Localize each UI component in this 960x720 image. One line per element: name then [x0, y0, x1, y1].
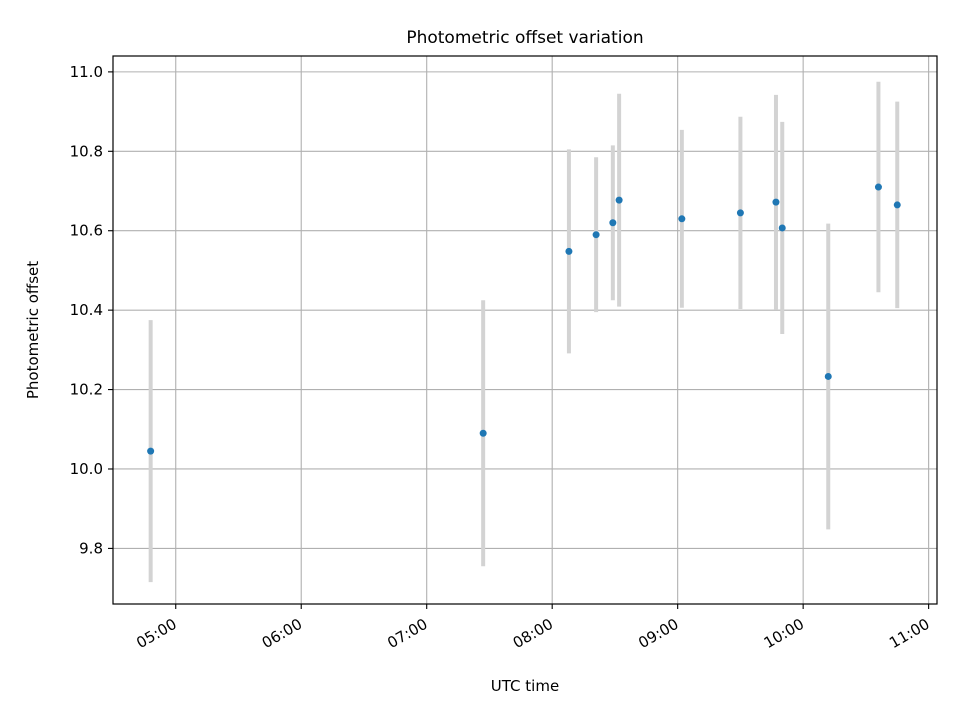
data-point [678, 215, 686, 223]
data-point [772, 198, 780, 206]
y-tick-label: 10.8 [70, 142, 103, 160]
y-tick-label: 11.0 [70, 63, 103, 81]
data-point [592, 231, 600, 239]
data-point [824, 372, 832, 380]
grid [113, 56, 937, 604]
data-point [479, 429, 487, 437]
data-point [893, 201, 901, 209]
y-tick-label: 10.2 [70, 381, 103, 399]
x-axis-label: UTC time [491, 677, 559, 695]
data-point [874, 183, 882, 191]
y-axis-label: Photometric offset [24, 261, 42, 399]
y-tick-label: 9.8 [79, 539, 103, 557]
data-point [147, 447, 155, 455]
chart-title: Photometric offset variation [406, 28, 643, 48]
plot-frame [112, 55, 938, 605]
data-point [778, 224, 786, 232]
data-points [147, 183, 901, 455]
data-point [565, 247, 573, 255]
data-point [609, 219, 617, 227]
y-tick-label: 10.6 [70, 222, 103, 240]
data-point [615, 196, 623, 204]
data-point [736, 209, 744, 217]
y-axis: 9.8 10.0 10.2 10.4 10.6 10.8 11.0 [70, 63, 113, 557]
y-tick-label: 10.4 [70, 301, 103, 319]
y-tick-label: 10.0 [70, 460, 103, 478]
